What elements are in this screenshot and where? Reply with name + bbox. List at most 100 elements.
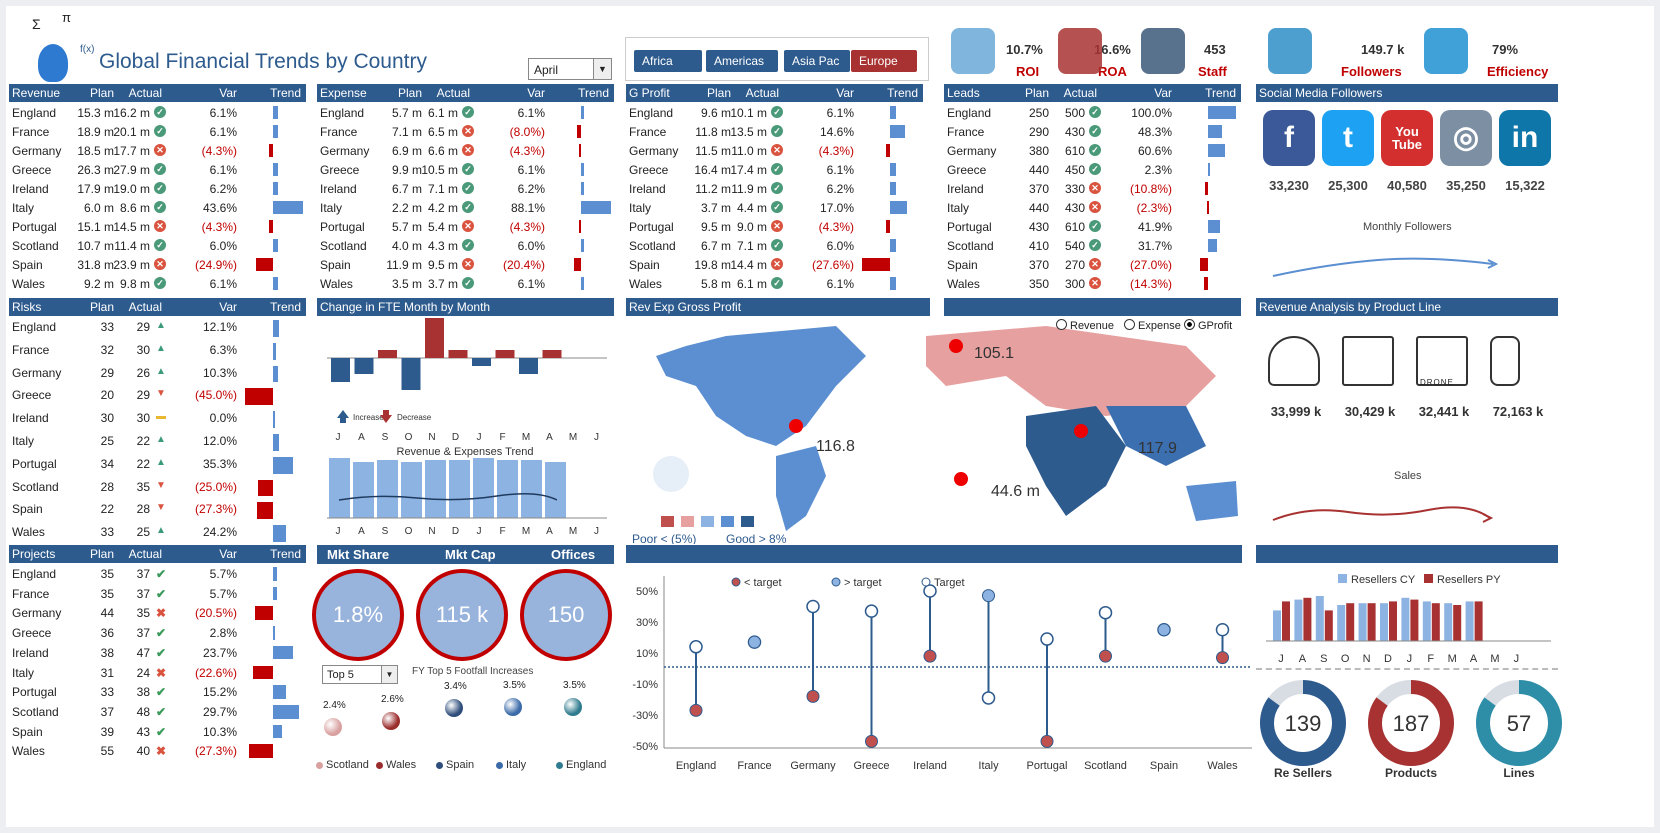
linkedin-icon[interactable]: in: [1499, 110, 1551, 166]
table-title: Projects: [12, 547, 56, 561]
increase-label: Increase: [353, 413, 384, 422]
row-actual: 22: [136, 434, 150, 448]
table-row: Wales 55 40 ✖ (27.3%): [9, 741, 306, 761]
row-actual: 26: [136, 365, 150, 380]
row-var: 6.1%: [209, 106, 237, 120]
month-tick: S: [382, 526, 389, 536]
region-button-americas[interactable]: Americas: [706, 50, 778, 72]
row-var: 6.2%: [517, 182, 545, 196]
kpi-roa-label: ROA: [1098, 64, 1127, 79]
world-map: 105.1 116.8 117.9 44.6 m Poor < (5%) Good > 8…: [632, 326, 1238, 544]
row-var: 6.1%: [209, 163, 237, 177]
table-row: Germany 44 35 ✖ (20.5%): [9, 603, 306, 623]
check-icon: ✓: [771, 106, 783, 118]
col-plan: Plan: [397, 86, 422, 100]
row-plan: 11.5 m: [695, 144, 731, 158]
check-icon: ✓: [462, 163, 474, 175]
donut-value: 187: [1393, 711, 1430, 736]
chevron-down-icon: ▼: [381, 666, 397, 683]
radio-dot: [1056, 319, 1067, 330]
x-tick: S: [1320, 653, 1327, 664]
twitter-followers: 25,300: [1328, 178, 1368, 193]
col-plan: Plan: [89, 547, 114, 561]
donut-value: 139: [1285, 711, 1322, 736]
check-icon: ✓: [771, 201, 783, 213]
region-button-europe[interactable]: Europe: [851, 50, 917, 72]
row-country: Wales: [629, 277, 662, 291]
radio-revenue[interactable]: Revenue: [1056, 319, 1114, 332]
row-actual: 540: [1064, 239, 1085, 253]
table-row: Ireland 38 47 ✔ 23.7%: [9, 643, 306, 663]
arrow-up-icon: ▲: [156, 525, 166, 537]
fte-chart: Increase Decrease J A S O N D J F M A M J Revenue & Ex…: [327, 318, 607, 536]
row-plan: 35: [100, 567, 114, 581]
row-actual: 37: [136, 567, 150, 581]
twitter-icon[interactable]: t: [1322, 110, 1374, 166]
trend-bar: [862, 258, 890, 271]
map-value: 44.6 m: [991, 483, 1040, 500]
facebook-icon[interactable]: f: [1263, 110, 1315, 166]
table-row: England 250 500 ✓ 100.0%: [944, 103, 1241, 122]
radio-gprofit[interactable]: GProfit: [1184, 319, 1232, 332]
page-title: Global Financial Trends by Country: [99, 50, 427, 73]
row-country: Portugal: [12, 220, 57, 234]
fte-bar: [448, 350, 468, 358]
actual-marker: [689, 703, 703, 717]
table-row: Portugal 34 22 ▲ 35.3%: [9, 454, 306, 477]
trend-bar: [890, 182, 896, 195]
x-tick: France: [737, 760, 771, 772]
trend-bar: [890, 125, 905, 138]
legend-dot: [496, 762, 503, 769]
instagram-icon[interactable]: ◎: [1440, 110, 1492, 166]
row-plan: 6.0 m: [83, 201, 114, 215]
row-country: Germany: [12, 144, 62, 158]
row-plan: 39: [100, 724, 114, 739]
math-icons: Σ π f(x): [14, 10, 94, 90]
table-row: Germany 380 610 ✓ 60.6%: [944, 141, 1241, 160]
kpi-followers-value: 149.7 k: [1361, 42, 1405, 57]
row-country: Scotland: [947, 239, 994, 253]
table-row: France 290 430 ✓ 48.3%: [944, 122, 1241, 141]
check-icon: ✓: [462, 239, 474, 251]
region-button-africa[interactable]: Africa: [634, 50, 702, 72]
row-country: Portugal: [12, 456, 57, 471]
row-var: 0.0%: [209, 411, 237, 426]
table-row: Scotland 10.7 m 11.4 m ✓ 6.0%: [9, 236, 306, 255]
row-country: France: [12, 125, 50, 139]
trend-bar: [581, 277, 584, 290]
col-actual: Actual: [1063, 86, 1097, 100]
expense-header: Expense Plan Actual Var Trend: [317, 84, 614, 102]
fte-bar: [331, 358, 350, 382]
radio-expense[interactable]: Expense: [1124, 319, 1181, 332]
actual-marker: [865, 734, 878, 748]
arrow-down-icon: ▼: [156, 388, 166, 400]
row-country: Italy: [12, 665, 35, 680]
row-plan: 11.9 m: [386, 258, 422, 272]
row-var: 12.0%: [202, 434, 237, 448]
check-icon: ✔: [156, 685, 167, 700]
row-plan: 9.6 m: [700, 106, 731, 120]
row-country: Wales: [12, 744, 45, 759]
donut-arc: [1476, 680, 1562, 766]
row-plan: 18.5 m: [77, 144, 114, 158]
check-icon: ✔: [156, 704, 167, 719]
row-plan: 9.5 m: [700, 220, 731, 234]
row-country: Wales: [947, 277, 980, 291]
table-row: Portugal 430 610 ✓ 41.9%: [944, 217, 1241, 236]
row-var: 6.1%: [826, 163, 854, 177]
check-icon: ✔: [156, 626, 167, 641]
table-title: Risks: [12, 300, 42, 314]
month-select[interactable]: April ▼: [528, 58, 612, 80]
youtube-icon[interactable]: You Tube: [1381, 110, 1433, 166]
top5-select[interactable]: Top 5 ▼: [322, 665, 398, 684]
footfall-bubble: [324, 718, 342, 736]
radio-dot: [1124, 319, 1135, 330]
linkedin-followers: 15,322: [1505, 178, 1545, 193]
phone-value: 72,163 k: [1492, 404, 1544, 419]
region-button-asia-pac[interactable]: Asia Pac: [784, 50, 850, 72]
row-actual: 13.5 m: [730, 125, 767, 139]
row-plan: 440: [1028, 163, 1049, 177]
table-title: Revenue: [12, 86, 61, 100]
row-plan: 9.9 m: [391, 163, 422, 177]
row-actual: 40: [136, 744, 150, 759]
